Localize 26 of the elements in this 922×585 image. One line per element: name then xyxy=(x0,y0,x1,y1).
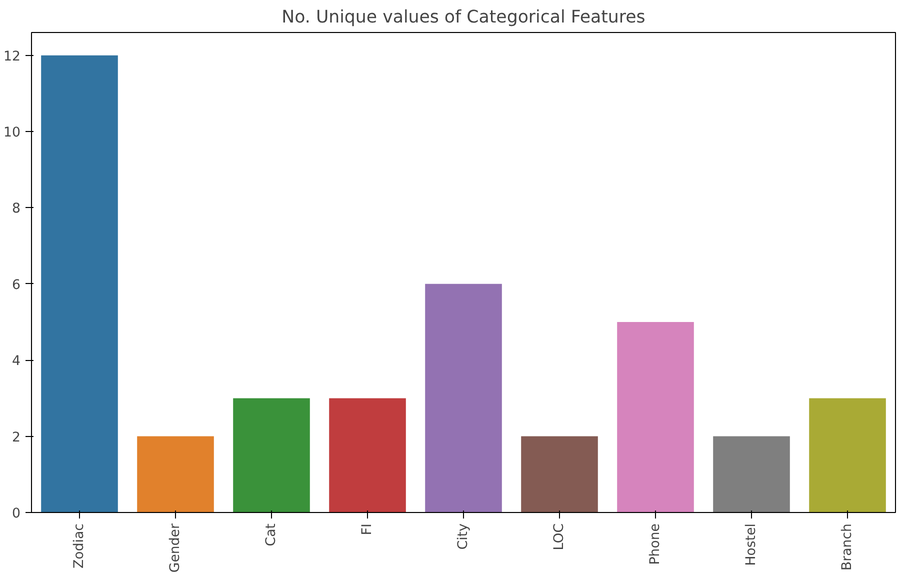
bar xyxy=(521,436,598,512)
bar xyxy=(329,398,406,512)
x-tick-label: Hostel xyxy=(744,524,759,566)
bar xyxy=(617,322,694,512)
x-tick-label: City xyxy=(456,523,471,550)
y-tick-label: 10 xyxy=(4,126,21,141)
x-tick-label: Gender xyxy=(168,522,183,573)
x-tick-label: FI xyxy=(360,523,375,536)
bar xyxy=(809,398,886,512)
x-tick-label: LOC xyxy=(552,523,567,550)
y-tick-label: 4 xyxy=(12,354,21,370)
chart-title: No. Unique values of Categorical Features xyxy=(282,8,646,28)
x-tick-label: Phone xyxy=(648,523,663,565)
x-tick-label: Zodiac xyxy=(72,523,87,568)
bar xyxy=(137,436,214,512)
y-tick-label: 0 xyxy=(12,506,21,522)
y-tick-label: 2 xyxy=(12,430,21,446)
y-tick-label: 12 xyxy=(4,49,21,64)
x-tick-label: Cat xyxy=(264,523,279,546)
y-tick-label: 8 xyxy=(12,202,21,217)
bar xyxy=(425,284,502,512)
y-tick-label: 6 xyxy=(12,278,21,293)
bar xyxy=(41,55,118,512)
x-tick-label: Branch xyxy=(840,523,855,571)
bar xyxy=(713,436,790,512)
bar xyxy=(233,398,310,512)
